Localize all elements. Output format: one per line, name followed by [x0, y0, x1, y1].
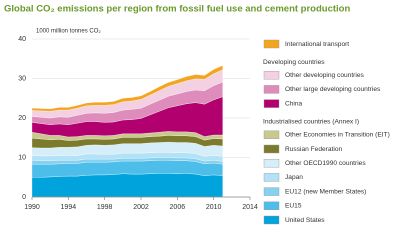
legend-label: Japan [285, 174, 303, 181]
legend-label: United States [285, 217, 325, 224]
legend-swatch [263, 201, 280, 211]
legend-label: EU15 [285, 203, 302, 210]
legend-heading: Industrialised countries (Annex I) [263, 119, 359, 126]
y-tick-label: 20 [18, 115, 26, 122]
legend: International transport Developing countr… [263, 39, 390, 225]
x-tick-label: 1998 [97, 204, 113, 211]
y-axis-label: 1000 million tonnes CO₂ [36, 29, 101, 35]
legend-heading: Developing countries [263, 59, 325, 66]
x-tick-label: 2010 [206, 204, 222, 211]
axes: 0 10 20 30 40 1990 1994 1998 2002 2006 2010 2014 [18, 36, 258, 211]
area [31, 173, 223, 198]
legend-swatch [263, 187, 280, 196]
y-tick-label: 40 [18, 36, 26, 43]
legend-swatch [263, 39, 280, 49]
legend-label: Other Economies in Transition (EIT) [285, 132, 390, 139]
legend-label: China [285, 100, 303, 107]
legend-swatch [263, 99, 280, 108]
x-tick-label: 2002 [133, 204, 149, 211]
chart-title: Global CO₂ emissions per region from fos… [4, 4, 350, 15]
legend-label: EU12 (new Member States) [285, 188, 366, 195]
x-tick-label: 2006 [170, 204, 186, 211]
legend-swatch [263, 173, 280, 182]
legend-label: International transport [285, 41, 349, 48]
legend-swatch [263, 130, 280, 140]
legend-label: Russian Federation [285, 146, 343, 153]
x-tick-label: 1990 [24, 204, 40, 211]
legend-swatch [263, 85, 280, 94]
y-tick-label: 10 [18, 154, 26, 161]
area [31, 65, 223, 112]
legend-swatch [263, 158, 280, 168]
legend-swatch [263, 144, 280, 154]
legend-swatch [263, 215, 280, 225]
x-tick-label: 2014 [242, 204, 258, 211]
legend-label: Other large developing countries [285, 86, 381, 93]
legend-label: Other developing countries [285, 72, 365, 79]
legend-swatch [263, 70, 280, 80]
areas [31, 65, 223, 198]
legend-label: Other OECD1990 countries [285, 160, 366, 167]
x-tick-label: 1994 [61, 204, 77, 211]
y-tick-label: 30 [18, 75, 26, 82]
y-tick-label: 0 [22, 194, 26, 201]
